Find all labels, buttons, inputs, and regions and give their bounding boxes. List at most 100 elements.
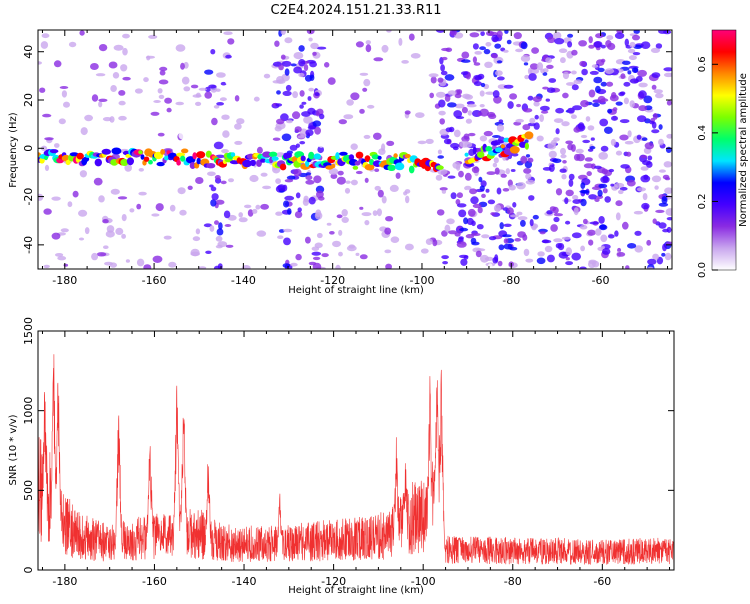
spectrogram-cell: [138, 168, 144, 172]
spectrogram-cell: [545, 98, 550, 102]
spectrogram-cell: [533, 122, 540, 130]
spectrogram-cell: [282, 184, 288, 192]
spectrogram-cell: [260, 158, 266, 163]
spectrogram-cell: [44, 137, 54, 141]
spectrogram-cell: [256, 146, 263, 154]
spectrogram-cell: [592, 102, 600, 107]
spectrogram-cell: [263, 73, 271, 79]
spectrogram-cell: [343, 114, 354, 120]
spectrogram-cell: [523, 168, 532, 174]
spectrogram-cell: [481, 234, 490, 239]
spectrogram-cell: [38, 193, 44, 201]
spectrogram-cell: [359, 206, 364, 210]
spectrogram-cell: [604, 196, 611, 203]
spectrogram-cell: [663, 161, 672, 168]
spectrogram-cell: [341, 209, 348, 217]
spectrogram-cell: [447, 102, 457, 108]
spectrogram-cell: [325, 165, 334, 170]
spectrogram-cell: [480, 254, 489, 263]
spectrogram-cell: [327, 77, 336, 85]
spectrogram-cell: [647, 155, 653, 161]
spectrogram-cell: [447, 90, 457, 96]
spectrogram-cell: [284, 179, 294, 183]
spectrogram-cell: [156, 161, 165, 167]
spectrogram-cell: [198, 87, 207, 91]
spectrogram-cell: [529, 68, 540, 74]
spectrogram-cell: [490, 212, 496, 216]
spectrogram-cell: [572, 199, 582, 205]
spectrogram-cell: [432, 239, 438, 247]
spectrogram-cell: [103, 245, 109, 249]
spectrogram-cell: [542, 86, 549, 90]
spectrogram-cell: [520, 155, 528, 164]
spectrogram-cell: [637, 69, 647, 77]
spectrogram-cell: [97, 32, 105, 36]
spectrogram-cell: [435, 30, 446, 33]
spectrogram-cell: [121, 214, 127, 222]
spectrogram-cell: [446, 218, 455, 225]
spectrogram-cell: [43, 208, 52, 215]
spectrogram-cell: [53, 60, 62, 68]
spectrogram-cell: [403, 191, 408, 196]
spectrogram-cell: [524, 139, 529, 144]
spectrogram-cell: [587, 229, 596, 236]
spectrogram-cell: [210, 199, 217, 207]
spectrogram-cell: [646, 161, 653, 168]
spectrogram-cell: [279, 163, 287, 171]
spectrogram-cell: [67, 201, 73, 208]
spectrogram-cell: [513, 32, 522, 40]
spectrogram-cell: [627, 243, 637, 249]
spectrogram-cell: [481, 193, 486, 198]
spectrogram-cell: [461, 71, 469, 76]
spectrogram-cell: [637, 115, 647, 123]
spectrogram-cell: [122, 33, 130, 39]
chart-title: C2E4.2024.151.21.33.R11: [270, 3, 441, 18]
spectrogram-cell: [663, 67, 672, 72]
spectrogram-cell: [564, 197, 569, 205]
spectrogram-cell: [468, 132, 476, 137]
spectrogram-cell: [629, 41, 636, 48]
spectrogram-cell: [456, 241, 467, 248]
spectrogram-cell: [438, 110, 446, 116]
spectrogram-cell: [486, 171, 496, 176]
spectrogram-cell: [479, 135, 488, 142]
spectrogram-cell: [548, 150, 557, 159]
spectrogram-cell: [554, 38, 565, 45]
spectrogram-cell: [500, 144, 505, 149]
spectrogram-cell: [623, 97, 630, 105]
spectrogram-cell: [438, 99, 446, 108]
spectrogram-cell: [652, 113, 658, 120]
spectrogram-cell: [387, 164, 396, 171]
spectrogram-cell: [324, 62, 330, 68]
spectrogram-cell: [642, 193, 648, 201]
spectrogram-cell: [305, 129, 314, 137]
spectrogram-cell: [599, 118, 609, 127]
spectrogram-cell: [664, 187, 672, 194]
spectrogram-cell: [59, 86, 69, 89]
spectrogram-cell: [615, 200, 623, 207]
spectrogram-cell: [612, 107, 618, 112]
spectrogram-cell: [520, 219, 526, 227]
spectrogram-cell: [335, 152, 340, 160]
spectrogram-cell: [562, 71, 570, 80]
spectrogram-cell: [477, 112, 483, 116]
spectrogram-cell: [598, 152, 608, 160]
spectrogram-cell: [644, 142, 654, 150]
spectrogram-cell: [192, 152, 197, 160]
spectrogram-cell: [372, 210, 378, 217]
spectrogram-cell: [647, 258, 657, 265]
spectrogram-cell: [444, 94, 451, 102]
spectrogram-cell: [511, 152, 519, 157]
spectrogram-cell: [429, 92, 435, 99]
spectrogram-cell: [298, 72, 305, 78]
spectrogram-cell: [348, 154, 355, 161]
spectrogram-cell: [665, 208, 672, 216]
spectrogram-cell: [63, 101, 70, 108]
spectrogram-cell: [336, 176, 346, 185]
spectrogram-cell: [601, 168, 608, 175]
spectrogram-cell: [600, 81, 607, 87]
spectrogram-cell: [158, 94, 165, 99]
spectrogram-cell: [213, 141, 224, 150]
spectrogram-cell: [299, 128, 308, 137]
snr-y-tick-label: 0: [22, 567, 35, 574]
